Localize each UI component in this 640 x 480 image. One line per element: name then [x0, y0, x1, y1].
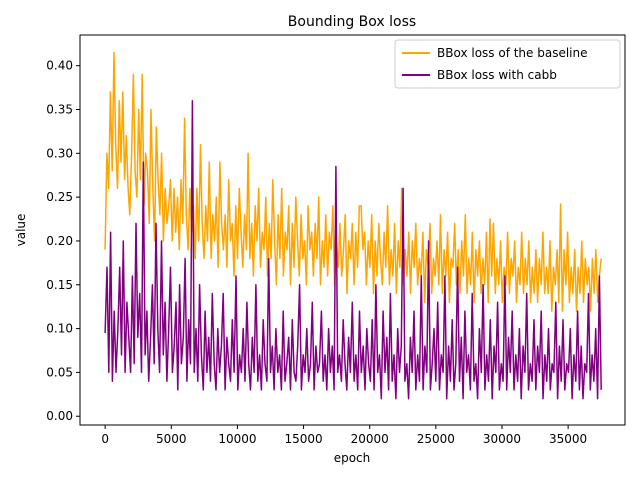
- series-line-cabb: [104, 99, 602, 400]
- legend-label-baseline: BBox loss of the baseline: [437, 46, 588, 60]
- y-tick-label: 0.25: [46, 190, 73, 204]
- x-tick-label: 25000: [417, 432, 455, 446]
- x-tick-label: 10000: [218, 432, 256, 446]
- y-axis-label: value: [14, 214, 28, 247]
- y-tick-label: 0.05: [46, 365, 73, 379]
- x-tick-label: 20000: [351, 432, 389, 446]
- y-axis: 0.00 0.05 0.10 0.15 0.20 0.25 0.30 0.35 0.40: [46, 59, 80, 423]
- y-tick-label: 0.20: [46, 234, 73, 248]
- y-tick-label: 0.00: [46, 409, 73, 423]
- x-tick-label: 0: [101, 432, 109, 446]
- y-tick-label: 0.40: [46, 59, 73, 73]
- x-tick-label: 15000: [284, 432, 322, 446]
- series-line-baseline: [104, 51, 602, 312]
- series-group: [104, 51, 602, 400]
- x-tick-label: 5000: [156, 432, 187, 446]
- x-tick-label: 35000: [549, 432, 587, 446]
- plot-frame: [79, 34, 626, 426]
- x-tick-label: 30000: [483, 432, 521, 446]
- y-tick-label: 0.35: [46, 102, 73, 116]
- x-axis-label: epoch: [334, 451, 371, 465]
- y-tick-label: 0.30: [46, 146, 73, 160]
- y-tick-label: 0.10: [46, 322, 73, 336]
- chart-title: Bounding Box loss: [288, 14, 416, 30]
- legend-label-cabb: BBox loss with cabb: [437, 68, 557, 82]
- x-axis: 0 5000 10000 15000 20000 25000 30000 35000: [101, 425, 587, 446]
- legend-box: [394, 39, 621, 89]
- legend: BBox loss of the baseline BBox loss with…: [394, 39, 621, 89]
- y-tick-label: 0.15: [46, 278, 73, 292]
